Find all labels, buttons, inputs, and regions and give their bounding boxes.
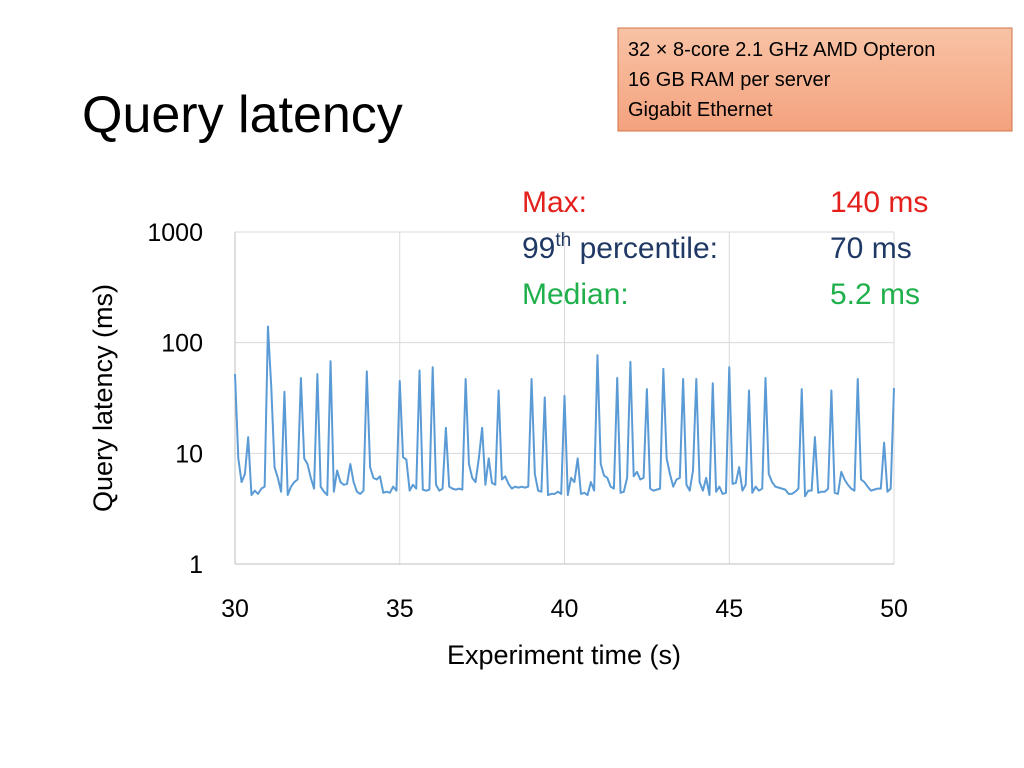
stat-label-rest: percentile: <box>571 232 718 265</box>
x-tick-label: 50 <box>880 595 908 623</box>
x-tick-label: 45 <box>715 595 743 623</box>
stat-value: 5.2 ms <box>830 278 920 311</box>
y-tick-label: 1 <box>189 551 203 579</box>
stat-label-text: 99 <box>522 232 555 265</box>
info-line: Gigabit Ethernet <box>628 99 773 121</box>
info-box <box>617 27 1013 132</box>
stat-value: 70 ms <box>830 232 912 265</box>
info-line: 32 × 8-core 2.1 GHz AMD Opteron <box>628 39 935 61</box>
stat-label: 99th percentile: <box>522 230 718 265</box>
stat-label: Max: <box>522 186 587 219</box>
x-axis-label: Experiment time (s) <box>447 640 681 670</box>
y-tick-label: 10 <box>175 440 203 468</box>
stat-label-sup: th <box>555 230 571 251</box>
data-line <box>234 325 895 498</box>
x-tick-label: 40 <box>551 595 579 623</box>
x-tick-label: 35 <box>386 595 414 623</box>
x-tick-label: 30 <box>221 595 249 623</box>
y-tick-label: 100 <box>161 330 203 358</box>
y-axis-label: Query latency (ms) <box>88 284 118 512</box>
stat-label-text: Max: <box>522 186 587 219</box>
stat-value: 140 ms <box>830 186 928 219</box>
stat-label-text: Median: <box>522 278 629 311</box>
stat-label: Median: <box>522 278 629 311</box>
slide-title: Query latency <box>82 86 403 144</box>
info-line: 16 GB RAM per server <box>628 69 831 91</box>
y-tick-label: 1000 <box>147 219 203 247</box>
